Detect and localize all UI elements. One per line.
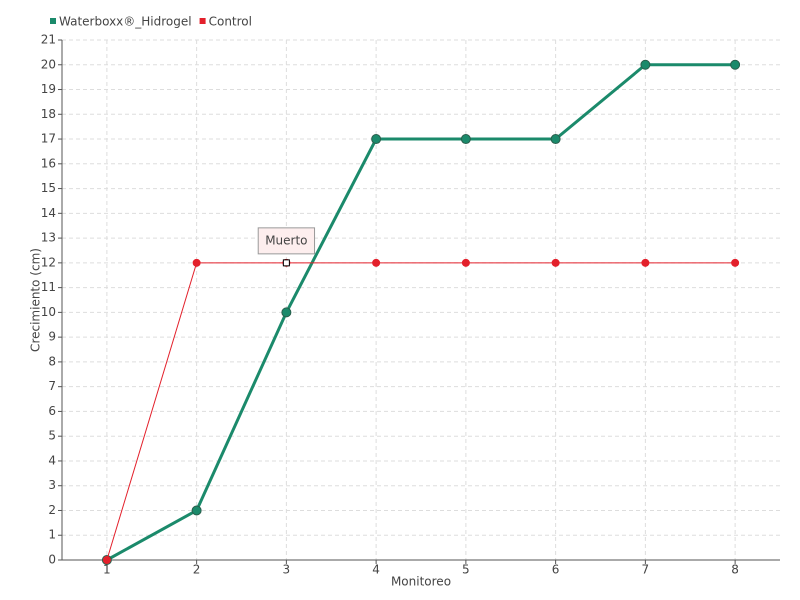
- x-axis-label: Monitoreo: [391, 575, 451, 589]
- y-tick-label: 5: [48, 429, 56, 443]
- data-point: [191, 505, 202, 516]
- data-point: [371, 134, 382, 145]
- x-tick-label: 8: [731, 563, 739, 577]
- x-tick-label: 1: [103, 563, 111, 577]
- y-tick-label: 12: [41, 255, 56, 269]
- series-line: [106, 63, 736, 562]
- data-point: [461, 258, 470, 267]
- data-point: [372, 258, 381, 267]
- annotation-box: [257, 227, 316, 255]
- y-tick-label: 17: [41, 132, 56, 146]
- y-tick-label: 18: [41, 107, 56, 121]
- data-point: [102, 556, 111, 564]
- y-tick-label: 14: [41, 206, 56, 220]
- y-tick-label: 3: [48, 478, 56, 492]
- y-tick-label: 2: [48, 503, 56, 517]
- y-tick-label: 7: [48, 379, 56, 393]
- y-tick-label: 8: [48, 354, 56, 368]
- x-tick-label: 3: [283, 563, 291, 577]
- data-point: [730, 59, 741, 70]
- y-tick-label: 10: [41, 305, 56, 319]
- y-tick-label: 21: [41, 33, 56, 47]
- y-tick-label: 15: [41, 181, 56, 195]
- y-tick-label: 6: [48, 404, 56, 418]
- y-tick-label: 1: [48, 528, 56, 542]
- data-point: [460, 134, 471, 145]
- y-tick-label: 16: [41, 156, 56, 170]
- series-line: [106, 262, 736, 561]
- x-tick-label: 7: [642, 563, 650, 577]
- y-tick-label: 9: [48, 330, 56, 344]
- x-tick-label: 2: [193, 563, 201, 577]
- x-tick-label: 5: [462, 563, 470, 577]
- legend-label: Control: [209, 15, 252, 29]
- annotation-marker: [282, 259, 290, 267]
- y-axis-label: Crecimiento (cm): [29, 248, 43, 352]
- legend-label: Waterboxx®_Hidrogel: [59, 15, 192, 29]
- y-tick-label: 19: [41, 82, 56, 96]
- x-tick-label: 4: [372, 563, 380, 577]
- y-tick-label: 0: [48, 553, 56, 567]
- data-point: [550, 134, 561, 145]
- legend-swatch: [199, 18, 206, 24]
- x-tick-label: 6: [552, 563, 560, 577]
- y-tick-label: 13: [41, 231, 56, 245]
- data-point: [551, 258, 560, 267]
- data-point: [731, 258, 740, 267]
- data-point: [281, 307, 292, 318]
- data-point: [641, 258, 650, 267]
- annotation-label: Muerto: [265, 233, 307, 247]
- y-tick-label: 4: [48, 453, 56, 467]
- legend-swatch: [50, 18, 56, 24]
- y-tick-label: 20: [41, 57, 56, 71]
- data-point: [192, 258, 201, 267]
- data-point: [640, 59, 651, 70]
- y-tick-label: 11: [41, 280, 56, 294]
- annotation: Muerto: [257, 227, 316, 255]
